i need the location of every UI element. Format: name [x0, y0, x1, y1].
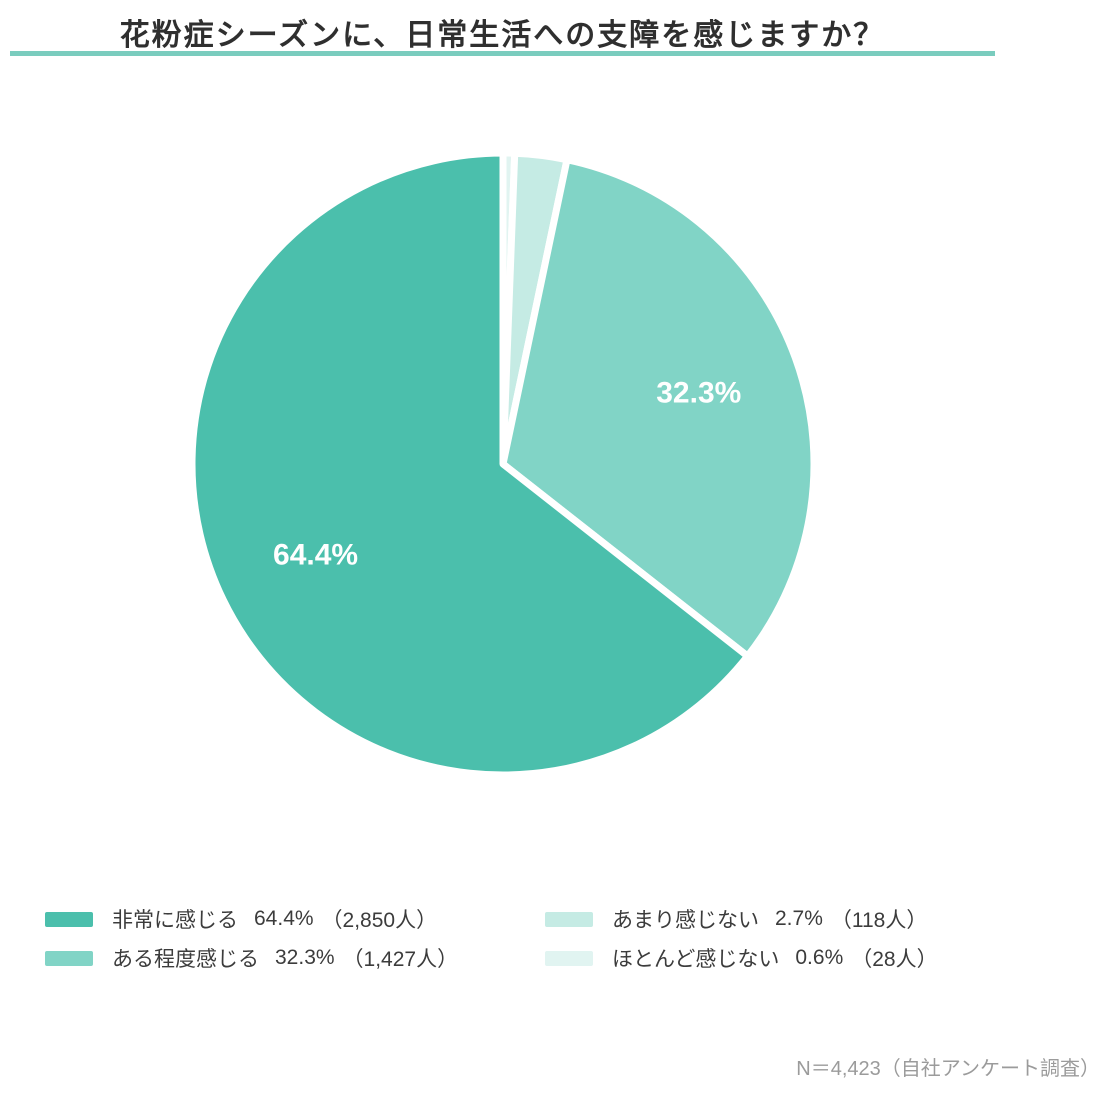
legend-swatch-hardly: [545, 950, 593, 966]
legend-percent: 2.7%: [775, 907, 823, 930]
pie-value-label-very-much: 64.4%: [273, 539, 358, 572]
legend-swatch-not-much: [545, 911, 593, 927]
legend-percent: 32.3%: [275, 946, 335, 969]
legend-count: （118人）: [830, 909, 928, 932]
legend-item-very-much: 非常に感じる 64.4% （2,850人）: [45, 906, 545, 932]
legend-count: （1,427人）: [342, 948, 459, 971]
legend-swatch-somewhat: [45, 950, 93, 966]
pie-chart: 32.3% 64.4%: [183, 144, 823, 784]
legend-swatch-very-much: [45, 911, 93, 927]
legend-label: ある程度感じる: [112, 948, 259, 971]
pie-slice-somewhat: [499, 156, 818, 660]
pie-slice-very-much: [188, 149, 752, 779]
chart-title: 花粉症シーズンに、日常生活への支障を感じますか？: [119, 19, 886, 52]
legend-item-hardly: ほとんど感じない 0.6% （28人）: [545, 945, 938, 971]
sample-size-note: N＝4,423（自社アンケート調査）: [796, 1058, 1100, 1080]
legend-percent: 0.6%: [795, 946, 844, 969]
legend-label: ほとんど感じない: [612, 948, 780, 971]
legend: 非常に感じる 64.4% （2,850人） ある程度感じる 32.3% （1,4…: [45, 906, 938, 971]
title-underline-divider: [10, 51, 995, 56]
legend-label: 非常に感じる: [112, 909, 238, 932]
legend-item-not-much: あまり感じない 2.7% （118人）: [545, 906, 938, 932]
legend-count: （2,850人）: [321, 909, 438, 932]
legend-item-somewhat: ある程度感じる 32.3% （1,427人）: [45, 945, 545, 971]
legend-label: あまり感じない: [612, 909, 759, 932]
legend-percent: 64.4%: [254, 907, 314, 930]
pie-value-label-somewhat: 32.3%: [656, 376, 741, 409]
legend-count: （28人）: [851, 948, 938, 971]
